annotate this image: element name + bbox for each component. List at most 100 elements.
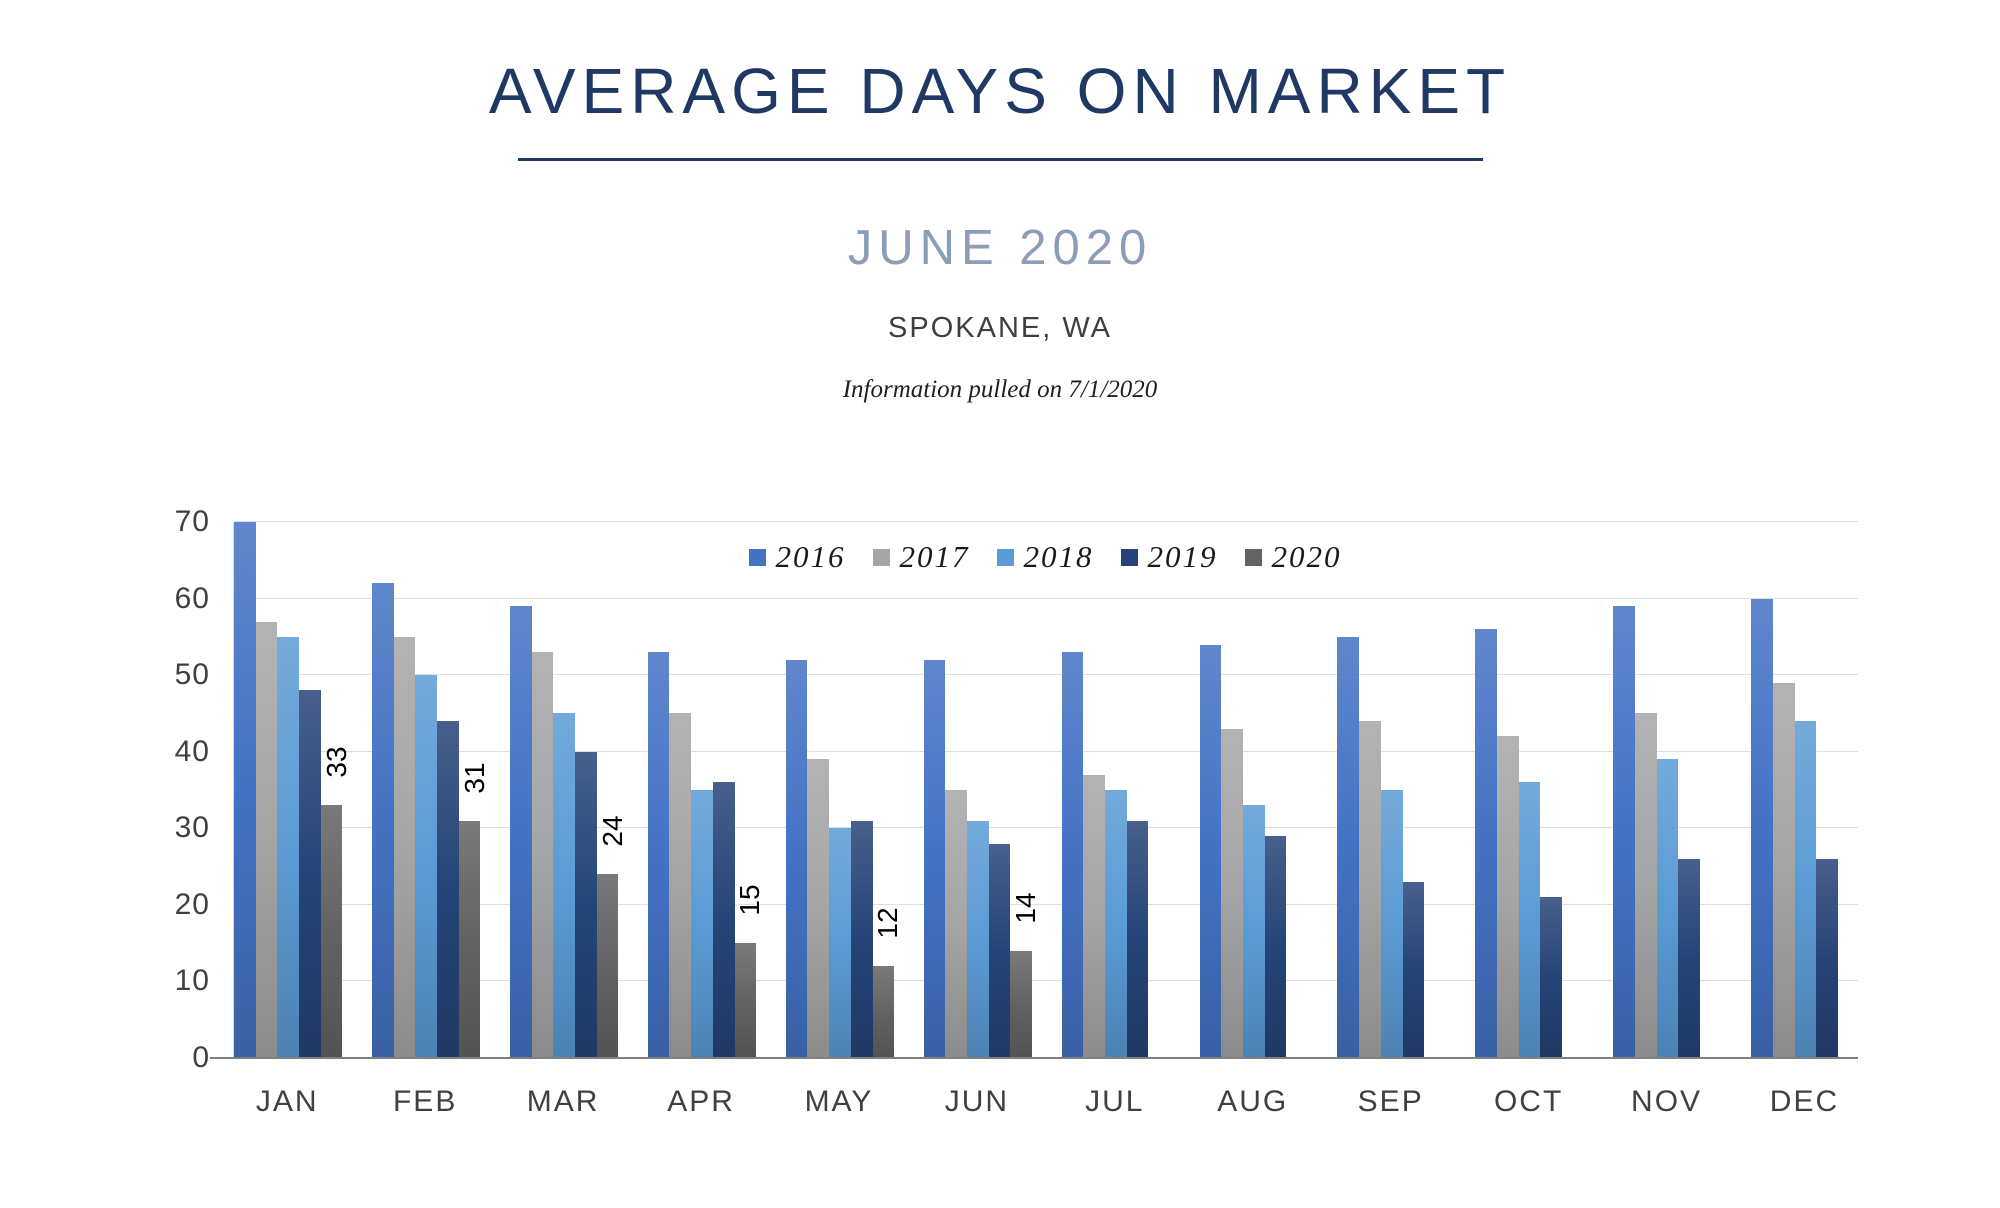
gridline-70	[234, 521, 1858, 522]
legend-item-2018: 2018	[996, 539, 1094, 575]
bar-2016-jul	[1061, 652, 1084, 1058]
bar-2018-apr	[691, 790, 713, 1058]
legend-swatch-2019	[1120, 548, 1138, 566]
bar-2018-mar	[553, 713, 575, 1058]
legend-swatch-2020	[1244, 548, 1262, 566]
legend-item-2017: 2017	[872, 539, 970, 575]
bar-2018-may	[829, 828, 851, 1058]
title-underline	[518, 158, 1483, 161]
x-label-apr: APR	[667, 1085, 735, 1118]
bar-2020-mar	[596, 874, 619, 1058]
bar-2019-jun	[988, 843, 1011, 1058]
bar-2016-oct	[1475, 629, 1498, 1058]
bar-2017-mar	[531, 652, 554, 1058]
bar-2017-dec	[1772, 682, 1795, 1058]
legend-swatch-2018	[996, 548, 1014, 566]
x-label-jun: JUN	[944, 1085, 1010, 1118]
bar-2016-jun	[923, 659, 946, 1058]
bar-value-label-2020-apr: 15	[734, 884, 766, 916]
bar-2020-feb	[458, 820, 481, 1058]
x-label-mar: MAR	[526, 1085, 600, 1118]
bar-value-label-2020-mar: 24	[596, 815, 628, 847]
bar-value-label-2020-jun: 14	[1010, 892, 1042, 924]
legend-swatch-2016	[748, 548, 766, 566]
bar-2018-dec	[1794, 721, 1817, 1058]
bar-2016-may	[785, 659, 808, 1058]
gridline-30	[234, 827, 1858, 829]
x-axis-line	[210, 1057, 1858, 1059]
bar-2017-feb	[393, 636, 416, 1058]
y-tick-label-50: 50	[174, 658, 210, 692]
x-label-jul: JUL	[1085, 1085, 1145, 1118]
bar-2016-aug	[1199, 644, 1222, 1058]
bar-2020-may	[872, 966, 895, 1058]
bar-2019-may	[850, 820, 873, 1058]
legend-item-2020: 2020	[1244, 539, 1342, 575]
legend-label-2016: 2016	[775, 539, 846, 574]
bar-2016-sep	[1337, 636, 1360, 1058]
bar-2017-sep	[1359, 721, 1381, 1058]
chart-legend: 2016 2017 2018 2019 2020	[233, 537, 1857, 577]
bar-2018-jul	[1104, 790, 1127, 1058]
bar-2018-oct	[1518, 782, 1541, 1058]
bar-2019-jan	[299, 690, 321, 1058]
x-label-may: MAY	[804, 1085, 874, 1118]
bar-2020-jan	[320, 805, 343, 1058]
bar-2017-apr	[669, 713, 692, 1058]
y-tick-label-10: 10	[174, 964, 210, 998]
gridline-60	[234, 597, 1858, 599]
gridline-20	[234, 903, 1858, 905]
y-tick-label-30: 30	[174, 811, 210, 845]
x-label-nov: NOV	[1631, 1085, 1703, 1118]
x-label-sep: SEP	[1357, 1085, 1424, 1118]
bar-2020-jun	[1010, 950, 1033, 1058]
gridline-40	[234, 750, 1858, 752]
bar-2018-jan	[277, 636, 300, 1058]
bar-2018-nov	[1656, 759, 1679, 1058]
x-label-oct: OCT	[1493, 1085, 1564, 1118]
legend-item-2016: 2016	[748, 539, 846, 575]
legend-item-2019: 2019	[1120, 539, 1218, 575]
bar-2019-aug	[1264, 835, 1287, 1058]
bar-2017-oct	[1497, 736, 1519, 1058]
bar-2019-jul	[1126, 820, 1149, 1058]
bar-2017-aug	[1221, 728, 1243, 1058]
y-tick-label-20: 20	[174, 887, 210, 921]
bar-2019-mar	[574, 751, 597, 1058]
x-label-feb: FEB	[392, 1085, 458, 1118]
bar-2019-dec	[1816, 858, 1839, 1058]
y-tick-label-70: 70	[174, 505, 210, 538]
bar-2016-nov	[1613, 606, 1635, 1058]
bar-value-label-2020-feb: 31	[458, 762, 490, 794]
x-label-aug: AUG	[1217, 1085, 1289, 1118]
bar-2020-apr	[734, 943, 757, 1058]
legend-label-2019: 2019	[1147, 539, 1218, 574]
chart-plot-area: 33 31 24 15 12 14	[233, 521, 1858, 1058]
bar-2017-jun	[945, 790, 968, 1058]
x-label-dec: DEC	[1769, 1085, 1840, 1118]
bar-2019-feb	[437, 721, 459, 1058]
bar-2017-jul	[1083, 774, 1105, 1058]
bar-value-label-2020-jan: 33	[320, 746, 352, 778]
x-label-jan: JAN	[255, 1085, 319, 1118]
y-tick-label-60: 60	[174, 581, 210, 615]
bar-2016-jan	[234, 522, 256, 1058]
legend-label-2020: 2020	[1271, 539, 1342, 574]
info-pulled-note: Information pulled on 7/1/2020	[842, 376, 1158, 403]
bar-2019-apr	[712, 782, 735, 1058]
bar-2016-mar	[509, 606, 532, 1058]
y-tick-label-0: 0	[192, 1041, 210, 1074]
bar-2019-oct	[1540, 897, 1563, 1058]
bar-2018-jun	[967, 820, 989, 1058]
bar-2016-feb	[371, 583, 394, 1058]
gridline-10	[234, 980, 1858, 982]
legend-swatch-2017	[872, 548, 890, 566]
bar-2018-feb	[415, 675, 438, 1058]
legend-label-2018: 2018	[1023, 539, 1094, 574]
bar-2019-nov	[1678, 858, 1701, 1058]
y-tick-label-40: 40	[174, 734, 210, 768]
gridline-50	[234, 674, 1858, 676]
bar-2017-nov	[1635, 713, 1657, 1058]
page-title: AVERAGE DAYS ON MARKET	[488, 55, 1512, 127]
